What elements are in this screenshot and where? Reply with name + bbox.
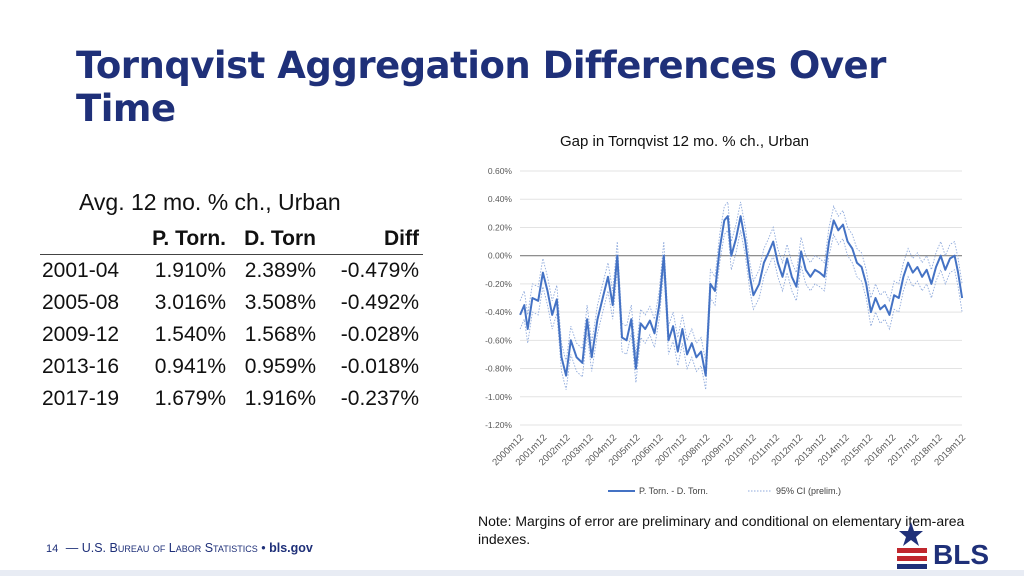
y-tick-label: -1.20% (485, 420, 512, 430)
bottom-bar (0, 570, 1024, 576)
cell-period: 2009-12 (42, 323, 120, 346)
cell-period: 2001-04 (42, 259, 120, 282)
logo-stripe (897, 556, 927, 561)
table-row: 2005-08 3.016% 3.508% -0.492% (40, 287, 423, 319)
y-tick-label: -1.00% (485, 392, 512, 402)
cell-p-torn: 0.941% (154, 355, 226, 378)
cell-diff: -0.028% (340, 323, 419, 346)
footer-org: U.S. Bureau of Labor Statistics (81, 541, 258, 555)
cell-d-torn: 3.508% (244, 291, 316, 314)
cell-d-torn: 0.959% (244, 355, 316, 378)
table-header-row: P. Torn. D. Torn Diff (40, 226, 423, 255)
table-row: 2009-12 1.540% 1.568% -0.028% (40, 319, 423, 351)
cell-period: 2005-08 (42, 291, 120, 314)
footer: 14 — U.S. Bureau of Labor Statistics • b… (46, 541, 313, 555)
cell-p-torn: 3.016% (154, 291, 226, 314)
chart-title: Gap in Tornqvist 12 mo. % ch., Urban (560, 133, 810, 150)
cell-diff: -0.018% (340, 355, 419, 378)
cell-period: 2013-16 (42, 355, 120, 378)
table-row: 2001-04 1.910% 2.389% -0.479% (40, 255, 423, 288)
comparison-table: P. Torn. D. Torn Diff 2001-04 1.910% 2.3… (40, 226, 423, 415)
ci-lower-line (519, 229, 963, 390)
logo-stripe (897, 564, 927, 569)
logo-stripe (897, 548, 927, 553)
chart-note: Note: Margins of error are preliminary a… (478, 513, 965, 547)
cell-period: 2017-19 (42, 387, 120, 410)
table-title: Avg. 12 mo. % ch., Urban (79, 189, 341, 215)
header-period (40, 226, 138, 255)
legend-ci-label: 95% CI (prelim.) (776, 486, 841, 496)
slide-title: Tornqvist Aggregation Differences Over T… (76, 44, 886, 130)
y-tick-label: 0.00% (488, 251, 513, 261)
logo-star-icon (899, 522, 923, 546)
cell-p-torn: 1.910% (154, 259, 226, 282)
cell-p-torn: 1.679% (154, 387, 226, 410)
footer-site: bls.gov (269, 541, 313, 555)
y-tick-label: -0.40% (485, 307, 512, 317)
y-tick-label: -0.80% (485, 364, 512, 374)
cell-d-torn: 2.389% (244, 259, 316, 282)
bls-logo: BLS (897, 522, 989, 570)
cell-p-torn: 1.540% (154, 323, 226, 346)
cell-d-torn: 1.916% (244, 387, 316, 410)
line-chart: 0.60% 0.40% 0.20% 0.00% -0.20% -0.40% -0.60% -0… (485, 166, 968, 496)
header-d-torn: D. Torn (230, 226, 320, 255)
cell-diff: -0.479% (340, 259, 419, 282)
cell-diff: -0.492% (340, 291, 419, 314)
header-diff: Diff (320, 226, 423, 255)
footer-bullet: • (261, 541, 266, 555)
table-row: 2017-19 1.679% 1.916% -0.237% (40, 383, 423, 415)
y-tick-label: 0.40% (488, 194, 513, 204)
header-p-torn: P. Torn. (138, 226, 230, 255)
cell-d-torn: 1.568% (244, 323, 316, 346)
page-number: 14 (46, 543, 59, 555)
table-row: 2013-16 0.941% 0.959% -0.018% (40, 351, 423, 383)
y-tick-label: 0.60% (488, 166, 513, 176)
legend-series-label: P. Torn. - D. Torn. (639, 486, 708, 496)
cell-diff: -0.237% (340, 387, 419, 410)
footer-dash: — (65, 541, 79, 555)
series-line-p-minus-d (519, 215, 964, 377)
logo-text: BLS (933, 539, 989, 570)
y-tick-label: -0.60% (485, 335, 512, 345)
y-tick-label: 0.20% (488, 222, 513, 232)
y-tick-label: -0.20% (485, 279, 512, 289)
